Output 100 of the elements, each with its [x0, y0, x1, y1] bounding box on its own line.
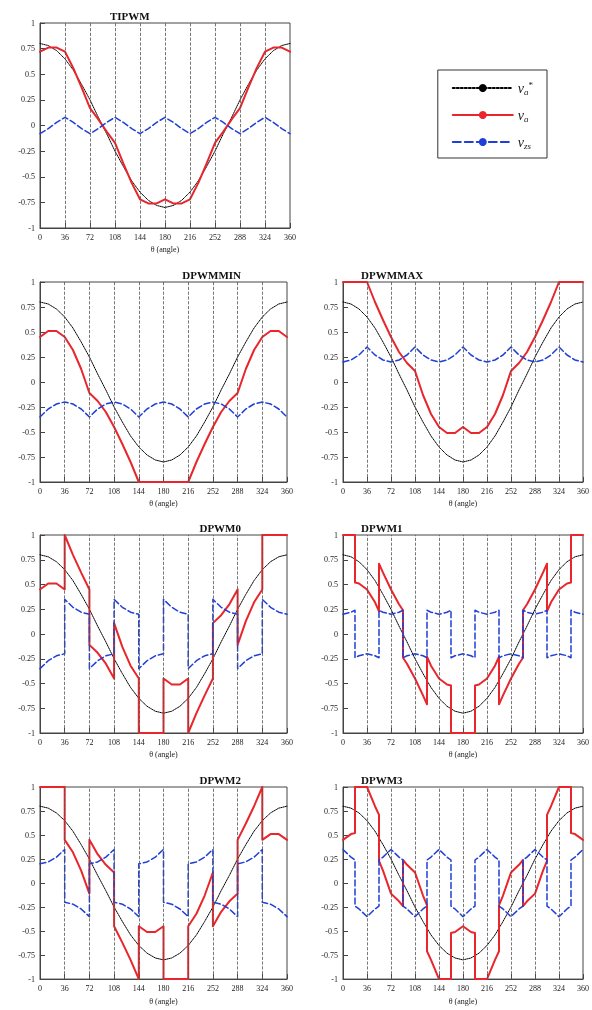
y-tick-label: 0.5 — [25, 830, 35, 840]
x-tick-label: 216 — [184, 232, 196, 242]
x-tick-label: 252 — [206, 737, 219, 747]
x-tick-label: 360 — [577, 983, 589, 993]
x-tick-label: 252 — [505, 983, 517, 993]
y-tick-label: -0.75 — [321, 452, 338, 462]
x-tick-label: 108 — [409, 737, 421, 747]
x-tick-label: 144 — [134, 232, 146, 242]
line-series — [39, 116, 291, 135]
x-axis-title: θ (angle) — [149, 499, 179, 509]
x-tick-label: 180 — [157, 486, 170, 496]
y-tick-label: 0 — [31, 878, 35, 888]
chart-title: TIPWM — [110, 9, 151, 22]
y-tick-label: 0.25 — [21, 604, 35, 614]
x-tick-label: 288 — [231, 737, 244, 747]
y-tick-label: 1 — [31, 277, 35, 287]
x-tick-label: 360 — [577, 486, 589, 496]
x-tick-label: 144 — [433, 983, 445, 993]
y-tick-label: 0.25 — [324, 604, 338, 614]
y-tick-label: 0.75 — [324, 555, 338, 565]
x-tick-label: 0 — [341, 486, 345, 496]
y-tick-label: 0.25 — [324, 854, 338, 864]
y-tick-label: 0 — [31, 377, 35, 387]
line-series — [39, 301, 288, 463]
x-tick-label: 288 — [529, 983, 541, 993]
x-tick-label: 72 — [387, 486, 395, 496]
y-tick-label: 0.25 — [21, 95, 35, 105]
x-tick-label: 288 — [231, 486, 244, 496]
x-axis-title: θ (angle) — [150, 245, 180, 255]
x-tick-label: 288 — [231, 983, 244, 993]
x-tick-label: 0 — [341, 737, 345, 747]
y-tick-label: -1 — [28, 477, 35, 487]
y-tick-label: 0.75 — [21, 302, 35, 312]
x-tick-label: 324 — [256, 983, 269, 993]
chart-title: DPWM2 — [199, 773, 242, 786]
y-tick-label: -0.5 — [325, 679, 338, 688]
y-tick-label: 0.5 — [25, 69, 35, 79]
y-tick-label: 1 — [31, 18, 35, 28]
x-tick-label: 180 — [157, 983, 170, 993]
chart-title: DPWM1 — [361, 521, 403, 534]
y-tick-label: -1 — [331, 974, 338, 984]
x-tick-label: 216 — [481, 983, 493, 993]
x-tick-label: 36 — [363, 737, 371, 747]
y-tick-label: 0.75 — [21, 555, 35, 565]
y-tick-label: -0.5 — [325, 926, 338, 936]
x-axis-title: θ (angle) — [448, 996, 478, 1006]
line-series — [342, 609, 584, 659]
x-tick-label: 72 — [387, 737, 395, 747]
x-axis-title: θ (angle) — [149, 750, 179, 760]
y-tick-label: -0.25 — [18, 654, 35, 664]
line-series — [39, 805, 288, 961]
x-tick-label: 0 — [38, 737, 42, 747]
x-tick-label: 144 — [132, 486, 145, 496]
x-tick-label: 180 — [457, 486, 469, 496]
y-tick-label: 0 — [334, 377, 338, 387]
y-tick-label: 1 — [31, 530, 35, 540]
x-tick-label: 252 — [505, 486, 517, 496]
y-tick-label: 0.5 — [328, 327, 338, 337]
chart-title: DPWMMAX — [361, 268, 424, 281]
x-tick-label: 36 — [363, 486, 371, 496]
y-tick-label: -0.5 — [22, 926, 35, 936]
x-tick-label: 360 — [577, 737, 589, 747]
y-tick-label: 1 — [31, 782, 35, 792]
x-tick-label: 108 — [109, 232, 121, 242]
x-tick-label: 108 — [108, 983, 121, 993]
line-series — [342, 534, 584, 734]
x-tick-label: 288 — [529, 486, 541, 496]
x-tick-label: 216 — [481, 737, 493, 747]
line-series — [342, 346, 584, 363]
x-tick-label: 360 — [284, 232, 296, 242]
y-tick-label: -0.5 — [325, 427, 338, 437]
x-tick-label: 0 — [38, 983, 42, 993]
y-tick-label: -0.25 — [321, 654, 338, 664]
line-series — [39, 534, 288, 734]
x-axis-title: θ (angle) — [448, 499, 478, 509]
x-tick-label: 36 — [60, 486, 69, 496]
x-tick-label: 72 — [85, 983, 94, 993]
line-series — [39, 786, 288, 981]
x-tick-label: 324 — [553, 486, 565, 496]
y-tick-label: -0.75 — [18, 197, 35, 207]
x-tick-label: 36 — [61, 232, 69, 242]
y-tick-label: -0.75 — [18, 950, 35, 960]
x-tick-label: 324 — [256, 486, 269, 496]
x-tick-label: 108 — [409, 486, 421, 496]
y-tick-label: -0.25 — [18, 146, 35, 156]
x-tick-label: 36 — [60, 737, 69, 747]
x-tick-label: 72 — [85, 737, 94, 747]
x-tick-label: 180 — [159, 232, 171, 242]
x-tick-label: 360 — [281, 737, 293, 747]
y-tick-label: 1 — [334, 782, 338, 792]
x-tick-label: 36 — [60, 983, 69, 993]
x-tick-label: 252 — [505, 737, 517, 747]
x-tick-label: 0 — [341, 983, 345, 993]
x-tick-label: 36 — [363, 983, 371, 993]
x-tick-label: 288 — [529, 737, 541, 747]
line-series — [342, 848, 584, 918]
x-tick-label: 324 — [553, 983, 565, 993]
y-tick-label: 0.5 — [328, 580, 338, 589]
x-tick-label: 360 — [281, 486, 293, 496]
line-series — [342, 281, 584, 434]
